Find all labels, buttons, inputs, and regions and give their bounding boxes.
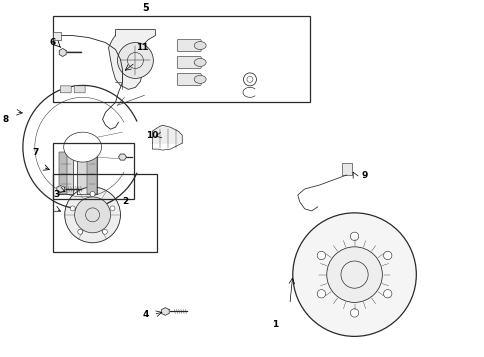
Circle shape bbox=[90, 191, 95, 196]
Text: 4: 4 bbox=[142, 310, 148, 319]
Circle shape bbox=[292, 213, 415, 336]
Text: 9: 9 bbox=[361, 171, 367, 180]
Bar bbox=[53, 143, 134, 199]
Circle shape bbox=[117, 42, 153, 79]
Text: 2: 2 bbox=[122, 197, 128, 206]
Bar bbox=[59, 152, 66, 194]
Bar bbox=[341, 163, 351, 175]
Circle shape bbox=[64, 187, 120, 243]
Circle shape bbox=[75, 197, 110, 233]
Circle shape bbox=[77, 229, 83, 234]
Bar bbox=[87, 152, 96, 194]
Circle shape bbox=[383, 251, 391, 260]
Polygon shape bbox=[108, 30, 155, 89]
Circle shape bbox=[110, 206, 115, 211]
Polygon shape bbox=[59, 152, 73, 194]
FancyBboxPatch shape bbox=[177, 74, 201, 85]
FancyBboxPatch shape bbox=[177, 56, 201, 69]
Text: 1: 1 bbox=[271, 320, 277, 329]
Text: 11: 11 bbox=[136, 43, 148, 52]
FancyBboxPatch shape bbox=[60, 86, 71, 93]
Ellipse shape bbox=[194, 41, 206, 50]
Circle shape bbox=[326, 247, 381, 302]
Text: 10: 10 bbox=[146, 131, 158, 140]
FancyBboxPatch shape bbox=[74, 86, 85, 93]
Text: 6: 6 bbox=[49, 38, 56, 47]
Circle shape bbox=[349, 232, 358, 241]
FancyBboxPatch shape bbox=[177, 40, 201, 51]
Bar bbox=[53, 31, 60, 40]
Text: 7: 7 bbox=[32, 147, 39, 157]
Bar bbox=[53, 16, 309, 102]
Polygon shape bbox=[76, 152, 96, 194]
Circle shape bbox=[102, 229, 107, 234]
Ellipse shape bbox=[194, 59, 206, 66]
Polygon shape bbox=[161, 308, 169, 315]
Text: 3: 3 bbox=[54, 190, 60, 200]
Ellipse shape bbox=[194, 75, 206, 84]
Circle shape bbox=[383, 290, 391, 298]
Text: 8: 8 bbox=[3, 115, 9, 124]
Polygon shape bbox=[59, 49, 66, 56]
Bar bbox=[53, 174, 157, 252]
Ellipse shape bbox=[63, 132, 101, 162]
Circle shape bbox=[317, 251, 325, 260]
Polygon shape bbox=[118, 154, 126, 160]
Text: 5: 5 bbox=[142, 2, 149, 12]
Circle shape bbox=[317, 290, 325, 298]
Polygon shape bbox=[57, 186, 64, 192]
Circle shape bbox=[70, 206, 75, 211]
Circle shape bbox=[349, 309, 358, 317]
Polygon shape bbox=[152, 125, 182, 143]
